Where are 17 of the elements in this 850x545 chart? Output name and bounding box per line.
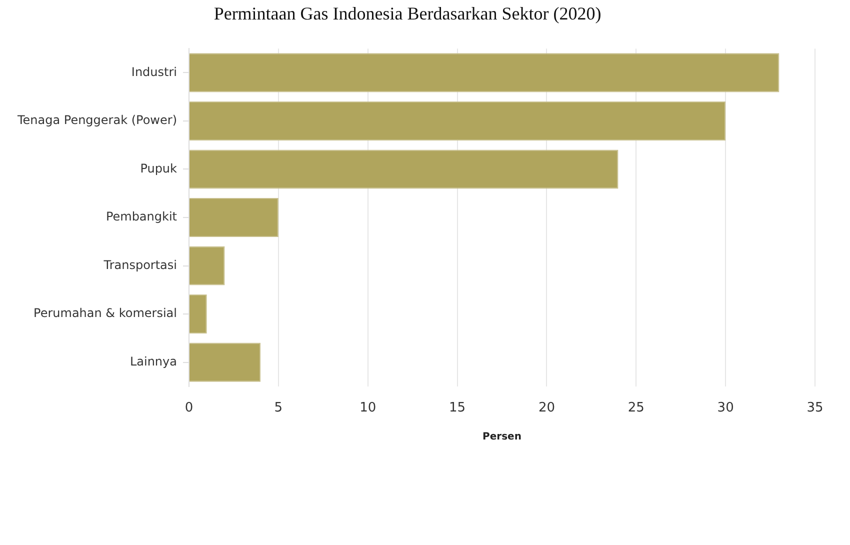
x-tick-label: 20 (538, 400, 555, 416)
x-axis-title: Persen (482, 432, 522, 443)
x-tick-label: 0 (184, 400, 194, 416)
x-tick-label: 15 (449, 400, 466, 416)
x-tick-label: 10 (360, 400, 376, 416)
x-tick-label: 30 (717, 400, 734, 416)
y-tick-label: Pembangkit (106, 210, 178, 224)
y-tick-label: Lainnya (130, 354, 177, 368)
y-tick-label: Transportasi (102, 258, 177, 272)
chart-title: Permintaan Gas Indonesia Berdasarkan Sektor (2020) (214, 4, 602, 24)
x-tick-label: 35 (806, 400, 824, 416)
x-tick-label: 5 (274, 400, 283, 416)
y-tick-label: Tenaga Penggerak (Power) (16, 113, 177, 128)
y-tick-label: Perumahan & komersial (34, 306, 177, 320)
y-tick-label: Industri (131, 64, 177, 79)
y-tick-label: Pupuk (140, 161, 178, 176)
x-tick-label: 25 (628, 400, 644, 416)
